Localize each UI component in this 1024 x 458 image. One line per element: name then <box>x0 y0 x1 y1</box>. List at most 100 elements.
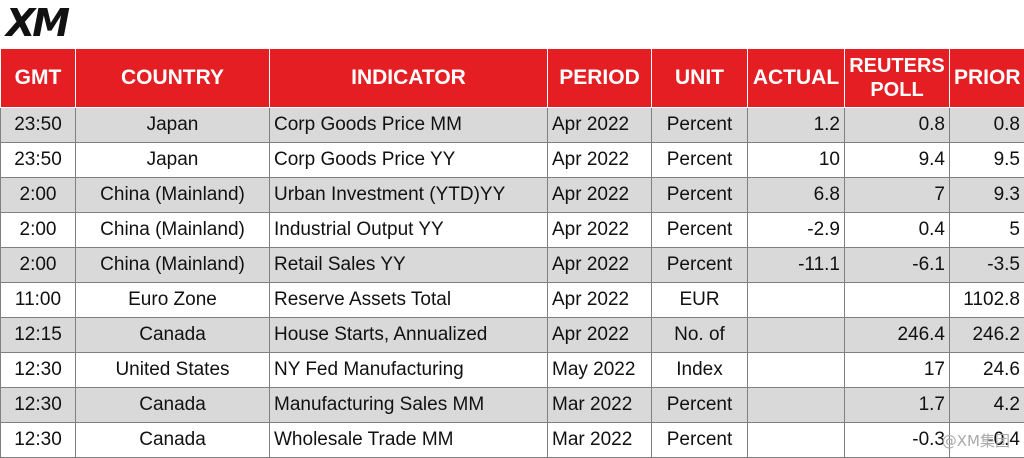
actual-cell: 6.8 <box>748 178 845 213</box>
unit-cell: Percent <box>652 213 748 248</box>
unit-cell: Percent <box>652 388 748 423</box>
indicator-cell: Manufacturing Sales MM <box>270 388 548 423</box>
country-cell: Canada <box>76 318 270 353</box>
period-cell: Mar 2022 <box>548 423 652 458</box>
period-cell: May 2022 <box>548 353 652 388</box>
actual-cell: 1.2 <box>748 108 845 143</box>
reuters-poll-cell: 9.4 <box>845 143 950 178</box>
indicator-cell: Corp Goods Price YY <box>270 143 548 178</box>
watermark: @XM集团 <box>942 430 1010 451</box>
indicator-cell: Corp Goods Price MM <box>270 108 548 143</box>
header-unit: UNIT <box>652 49 748 108</box>
prior-cell: 0.8 <box>950 108 1024 143</box>
unit-cell: Percent <box>652 108 748 143</box>
country-cell: China (Mainland) <box>76 213 270 248</box>
unit-cell: No. of <box>652 318 748 353</box>
gmt-cell: 11:00 <box>1 283 76 318</box>
prior-cell: 4.2 <box>950 388 1024 423</box>
reuters-poll-cell: 0.8 <box>845 108 950 143</box>
header-indicator: INDICATOR <box>270 49 548 108</box>
table-header-row: GMT COUNTRY INDICATOR PERIOD UNIT ACTUAL… <box>1 49 1024 108</box>
indicator-cell: House Starts, Annualized <box>270 318 548 353</box>
actual-cell: -11.1 <box>748 248 845 283</box>
prior-cell: 24.6 <box>950 353 1024 388</box>
country-cell: Japan <box>76 143 270 178</box>
country-cell: China (Mainland) <box>76 178 270 213</box>
prior-cell: 5 <box>950 213 1024 248</box>
economic-calendar-table: GMT COUNTRY INDICATOR PERIOD UNIT ACTUAL… <box>0 48 1024 458</box>
country-cell: Canada <box>76 423 270 458</box>
xm-logo-mark: XM <box>6 4 67 42</box>
gmt-cell: 12:30 <box>1 388 76 423</box>
reuters-poll-cell: 1.7 <box>845 388 950 423</box>
reuters-poll-cell: 7 <box>845 178 950 213</box>
reuters-poll-cell: -0.3 <box>845 423 950 458</box>
unit-cell: Percent <box>652 178 748 213</box>
period-cell: Mar 2022 <box>548 388 652 423</box>
prior-cell: 9.5 <box>950 143 1024 178</box>
gmt-cell: 23:50 <box>1 143 76 178</box>
country-cell: China (Mainland) <box>76 248 270 283</box>
country-cell: Japan <box>76 108 270 143</box>
unit-cell: Index <box>652 353 748 388</box>
period-cell: Apr 2022 <box>548 318 652 353</box>
actual-cell: 10 <box>748 143 845 178</box>
indicator-cell: NY Fed Manufacturing <box>270 353 548 388</box>
unit-cell: Percent <box>652 143 748 178</box>
header-prior: PRIOR <box>950 49 1024 108</box>
country-cell: Canada <box>76 388 270 423</box>
gmt-cell: 23:50 <box>1 108 76 143</box>
gmt-cell: 12:30 <box>1 353 76 388</box>
gmt-cell: 2:00 <box>1 248 76 283</box>
indicator-cell: Urban Investment (YTD)YY <box>270 178 548 213</box>
period-cell: Apr 2022 <box>548 108 652 143</box>
period-cell: Apr 2022 <box>548 143 652 178</box>
indicator-cell: Reserve Assets Total <box>270 283 548 318</box>
reuters-poll-cell: 17 <box>845 353 950 388</box>
period-cell: Apr 2022 <box>548 248 652 283</box>
gmt-cell: 12:15 <box>1 318 76 353</box>
unit-cell: Percent <box>652 248 748 283</box>
header-actual: ACTUAL <box>748 49 845 108</box>
unit-cell: EUR <box>652 283 748 318</box>
period-cell: Apr 2022 <box>548 283 652 318</box>
actual-cell <box>748 423 845 458</box>
gmt-cell: 2:00 <box>1 213 76 248</box>
period-cell: Apr 2022 <box>548 178 652 213</box>
reuters-poll-cell <box>845 283 950 318</box>
country-cell: United States <box>76 353 270 388</box>
prior-cell: 246.2 <box>950 318 1024 353</box>
xm-logo: XM <box>6 4 67 42</box>
actual-cell <box>748 388 845 423</box>
prior-cell: 1102.8 <box>950 283 1024 318</box>
reuters-poll-cell: 246.4 <box>845 318 950 353</box>
country-cell: Euro Zone <box>76 283 270 318</box>
prior-cell: 9.3 <box>950 178 1024 213</box>
indicator-cell: Wholesale Trade MM <box>270 423 548 458</box>
actual-cell <box>748 318 845 353</box>
actual-cell <box>748 353 845 388</box>
gmt-cell: 12:30 <box>1 423 76 458</box>
header-period: PERIOD <box>548 49 652 108</box>
prior-cell: -3.5 <box>950 248 1024 283</box>
header-country: COUNTRY <box>76 49 270 108</box>
unit-cell: Percent <box>652 423 748 458</box>
indicator-cell: Industrial Output YY <box>270 213 548 248</box>
header-gmt: GMT <box>1 49 76 108</box>
period-cell: Apr 2022 <box>548 213 652 248</box>
reuters-poll-cell: 0.4 <box>845 213 950 248</box>
actual-cell <box>748 283 845 318</box>
reuters-poll-cell: -6.1 <box>845 248 950 283</box>
actual-cell: -2.9 <box>748 213 845 248</box>
indicator-cell: Retail Sales YY <box>270 248 548 283</box>
